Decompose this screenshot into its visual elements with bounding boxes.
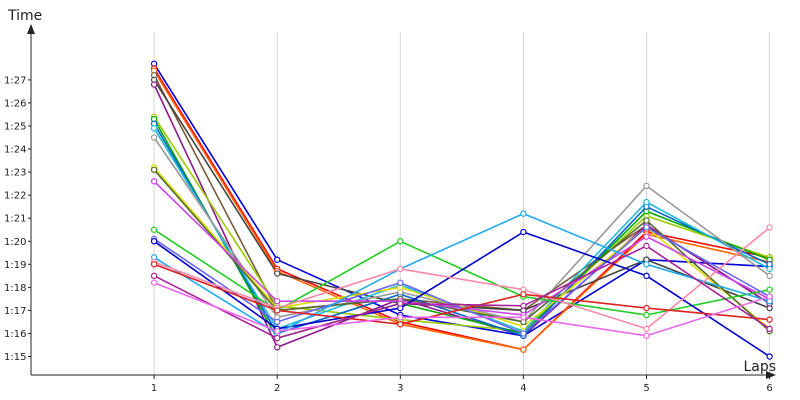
x-tick-label: 3 — [397, 383, 403, 394]
data-point — [643, 224, 650, 231]
series-line — [153, 67, 770, 351]
data-point — [150, 125, 158, 132]
data-point — [520, 228, 527, 236]
y-tick-label: 1:25 — [4, 122, 26, 133]
data-point — [397, 300, 404, 307]
data-point — [150, 279, 158, 286]
x-tick-label: 1 — [151, 383, 157, 394]
data-point — [397, 265, 404, 273]
data-point — [397, 279, 404, 286]
tick-labels: 1 2 3 4 5 6 1:15 1:16 1:17 1:18 1:19 1:20 1:21 1:22 1:… — [4, 75, 773, 394]
series-line — [153, 212, 770, 335]
data-point — [520, 302, 527, 309]
x-axis-title: Laps — [743, 359, 776, 375]
data-point — [643, 261, 650, 268]
data-point — [150, 134, 158, 141]
data-point — [643, 332, 650, 339]
data-point — [274, 344, 281, 351]
data-point — [766, 316, 773, 323]
data-point — [643, 304, 650, 312]
y-tick-label: 1:24 — [4, 145, 26, 156]
data-point — [766, 293, 773, 300]
data-point — [274, 318, 281, 326]
data-point — [520, 314, 527, 321]
y-tick-label: 1:17 — [4, 306, 26, 317]
series-line — [153, 63, 770, 337]
data-point — [520, 330, 527, 337]
series-points — [150, 60, 773, 360]
data-point — [643, 272, 650, 280]
data-point — [766, 286, 773, 293]
data-point — [150, 272, 158, 280]
grid-lines — [153, 32, 771, 375]
x-axis-arrow-icon — [766, 371, 776, 379]
data-point — [150, 238, 158, 245]
y-tick-label: 1:18 — [4, 283, 26, 294]
data-point — [274, 256, 281, 263]
data-point — [766, 265, 773, 273]
series-line — [153, 231, 771, 358]
series-line — [153, 137, 771, 323]
data-point — [520, 210, 527, 217]
data-point — [643, 325, 650, 333]
data-point — [274, 270, 281, 277]
series-line — [153, 116, 770, 332]
data-point — [766, 353, 773, 360]
data-point — [643, 233, 650, 240]
series-line — [153, 226, 770, 335]
data-point — [520, 346, 527, 353]
series-line — [153, 123, 770, 337]
data-point — [643, 311, 650, 319]
y-tick-label: 1:15 — [4, 352, 26, 363]
series-line — [153, 245, 771, 339]
x-tick-label: 2 — [274, 383, 280, 394]
data-point — [150, 261, 158, 268]
y-tick-label: 1:20 — [4, 237, 26, 248]
series-line — [153, 226, 771, 330]
data-point — [397, 321, 404, 328]
data-point — [274, 334, 281, 342]
y-tick-label: 1:22 — [4, 191, 26, 202]
y-tick-label: 1:23 — [4, 168, 26, 179]
y-axis-title: Time — [7, 8, 42, 24]
y-tick-label: 1:16 — [4, 329, 26, 340]
y-tick-label: 1:21 — [4, 214, 26, 225]
data-point — [397, 314, 404, 321]
data-point — [520, 291, 527, 298]
series-lines — [153, 63, 771, 358]
x-tick-label: 5 — [643, 383, 649, 394]
y-tick-label: 1:26 — [4, 98, 26, 109]
data-point — [150, 81, 158, 88]
data-point — [643, 182, 650, 190]
series-line — [153, 118, 770, 339]
y-tick-label: 1:27 — [4, 75, 26, 86]
series-line — [153, 281, 770, 337]
data-point — [766, 272, 773, 280]
data-point — [150, 178, 158, 185]
data-point — [150, 166, 158, 173]
data-point — [643, 242, 650, 250]
x-tick-label: 6 — [766, 383, 772, 394]
data-point — [643, 198, 650, 206]
data-point — [150, 226, 158, 233]
data-point — [397, 238, 404, 245]
data-point — [274, 327, 281, 335]
data-point — [274, 297, 281, 305]
series-line — [153, 166, 771, 330]
x-tick-label: 4 — [520, 383, 526, 394]
y-axis-arrow-icon — [27, 24, 35, 34]
data-point — [274, 307, 281, 314]
data-point — [766, 325, 773, 333]
data-point — [766, 224, 773, 231]
series-line — [153, 263, 770, 326]
data-point — [643, 217, 650, 224]
y-tick-label: 1:19 — [4, 260, 26, 271]
